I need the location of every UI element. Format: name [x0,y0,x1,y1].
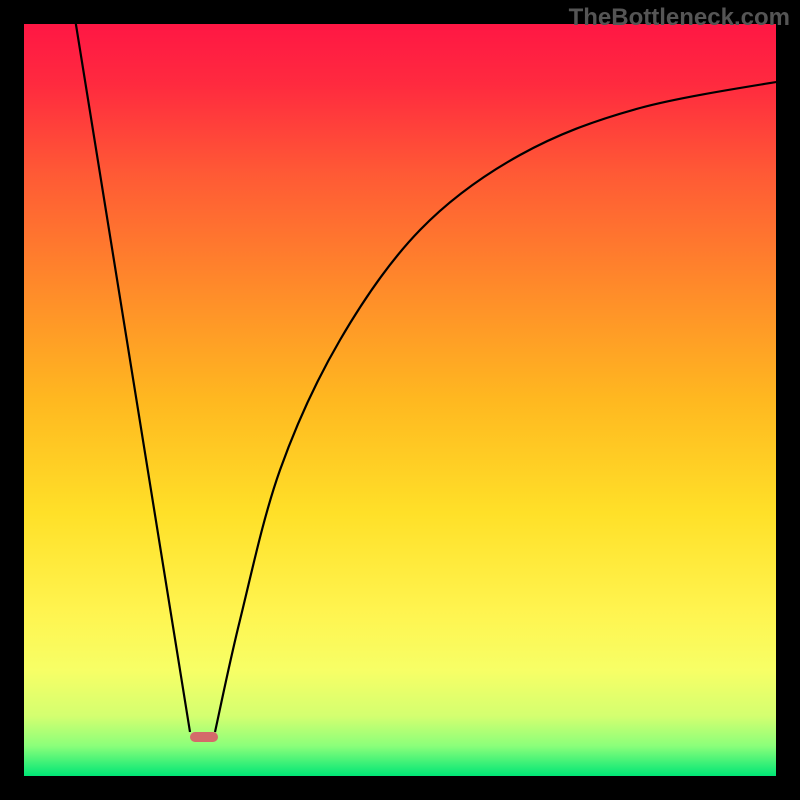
chart-container: { "watermark": { "text": "TheBottleneck.… [0,0,800,800]
watermark-text: TheBottleneck.com [569,4,790,32]
bottleneck-curve-chart [0,0,800,800]
optimal-marker [190,732,218,742]
